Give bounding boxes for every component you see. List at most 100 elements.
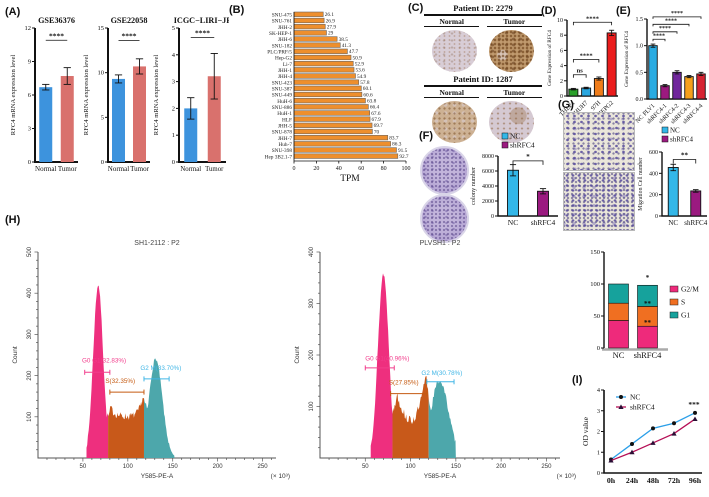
svg-text:0: 0 (560, 94, 563, 100)
svg-text:24h: 24h (626, 476, 639, 485)
svg-text:48h: 48h (647, 476, 660, 485)
svg-text:38.5: 38.5 (339, 37, 349, 43)
svg-text:70: 70 (374, 129, 380, 135)
svg-text:JHH-2: JHH-2 (278, 25, 292, 31)
svg-text:0.0: 0.0 (636, 97, 644, 103)
svg-text:500: 500 (27, 246, 33, 257)
svg-text:JHH-5: JHH-5 (278, 123, 292, 129)
svg-text:150: 150 (590, 249, 600, 256)
svg-text:50: 50 (362, 464, 369, 470)
svg-text:****: **** (122, 32, 137, 41)
svg-text:**: ** (681, 151, 689, 159)
svg-text:G1: G1 (681, 311, 690, 320)
svg-text:100: 100 (402, 166, 411, 172)
svg-text:TPM: TPM (340, 174, 360, 184)
svg-text:Count: Count (12, 346, 19, 364)
patient-2279-columns: Normal Tumor (424, 17, 542, 27)
svg-text:0: 0 (597, 470, 600, 477)
patient-1287-images (426, 101, 540, 143)
svg-text:52.9: 52.9 (355, 62, 365, 68)
svg-text:*: * (646, 274, 650, 282)
chart-od-growth-curve: 0 1 2 3 4 0h 24h 48h 72h 96h NC shRFC4 *** OD value (581, 378, 709, 497)
svg-text:JHH-6: JHH-6 (278, 37, 292, 43)
svg-text:HuH-1: HuH-1 (277, 111, 292, 117)
svg-text:50: 50 (594, 313, 601, 320)
svg-text:G2 M(33.70%): G2 M(33.70%) (140, 365, 181, 372)
svg-text:2: 2 (560, 79, 563, 85)
column-label-tumor: Tumor (486, 17, 542, 27)
svg-text:200: 200 (27, 370, 33, 381)
svg-text:Tumor: Tumor (130, 165, 149, 173)
svg-text:67.9: 67.9 (372, 117, 382, 123)
svg-text:250: 250 (258, 464, 269, 470)
svg-text:50: 50 (80, 464, 87, 470)
svg-text:shRFC4: shRFC4 (684, 219, 707, 227)
svg-text:SK-HEP-1: SK-HEP-1 (269, 31, 292, 37)
svg-text:67.6: 67.6 (371, 111, 381, 117)
flow-histogram-sh1-2112: SH1-2112 : P2 50 100 150 200 250 100 200 300 400 5… (10, 236, 292, 497)
svg-text:GSE36376: GSE36376 (38, 16, 75, 25)
svg-text:400: 400 (309, 246, 315, 257)
svg-text:SNU-878: SNU-878 (272, 130, 293, 136)
svg-text:NC: NC (668, 219, 678, 227)
svg-text:400: 400 (27, 288, 33, 299)
svg-text:ns: ns (577, 68, 584, 75)
svg-text:53.6: 53.6 (356, 68, 366, 74)
svg-text:Tumor: Tumor (205, 166, 224, 173)
svg-text:3: 3 (597, 408, 600, 415)
svg-text:300: 300 (309, 298, 315, 309)
svg-text:NC: NC (630, 393, 640, 402)
svg-text:26.1: 26.1 (325, 12, 335, 18)
svg-text:100: 100 (590, 281, 600, 288)
svg-text:6: 6 (560, 48, 563, 54)
chart-cell-line-tpm: SNU-475 26.1 SNU-761 26.9 JHH-2 27.9 SK-HEP-1 2… (238, 8, 420, 191)
svg-text:200: 200 (213, 464, 224, 470)
svg-text:S(27.85%): S(27.85%) (389, 379, 419, 386)
svg-text:4: 4 (172, 52, 176, 59)
svg-text:colony number: colony number (470, 166, 477, 205)
svg-text:*: * (526, 153, 530, 161)
svg-text:****: **** (49, 31, 64, 40)
svg-text:shRFC4: shRFC4 (670, 136, 693, 144)
svg-text:86.3: 86.3 (392, 142, 402, 148)
svg-text:3: 3 (172, 79, 175, 86)
svg-text:****: **** (659, 26, 671, 32)
svg-text:RFC4 mRNA expression level: RFC4 mRNA expression level (83, 55, 90, 136)
svg-text:(× 10³): (× 10³) (557, 473, 576, 480)
svg-text:91.5: 91.5 (398, 148, 408, 154)
svg-text:1.0: 1.0 (636, 44, 644, 50)
svg-text:0: 0 (491, 214, 494, 220)
colony-dish-nc-image (420, 146, 469, 195)
chart-gse36376: 0 3 6 9 12 Normal Tumor GSE36376 RFC4 mRNA expre… (8, 12, 81, 199)
chart-rfc4-cell-lines: 0 2 4 6 8 10 THLE1 HUH7 97H HEPG2 Gene Expression … (546, 12, 620, 137)
svg-text:150: 150 (168, 464, 179, 470)
svg-text:15: 15 (98, 25, 105, 32)
svg-text:Tumor: Tumor (58, 165, 77, 173)
svg-text:200: 200 (649, 193, 658, 199)
svg-text:600: 600 (649, 150, 658, 156)
svg-text:27.9: 27.9 (327, 25, 337, 31)
svg-text:Hep-G2: Hep-G2 (275, 56, 292, 62)
svg-text:Normal: Normal (108, 165, 129, 173)
svg-text:JHH-7: JHH-7 (278, 136, 292, 142)
svg-text:Y585-PE-A: Y585-PE-A (141, 473, 174, 480)
flow-histogram-plvsh1: PLVSH1 : P2 50 100 150 200 250 100 200 300 400 Cou… (292, 236, 578, 497)
svg-text:NC: NC (508, 218, 518, 227)
panel-a-label: (A) (5, 6, 21, 18)
svg-text:100: 100 (406, 464, 417, 470)
svg-text:shRFC4: shRFC4 (510, 141, 535, 150)
svg-text:2: 2 (597, 429, 600, 436)
svg-text:shRFC4: shRFC4 (634, 350, 663, 360)
svg-text:10: 10 (98, 70, 105, 77)
svg-text:1: 1 (172, 132, 175, 139)
svg-text:100: 100 (309, 401, 315, 412)
svg-text:0: 0 (172, 159, 175, 166)
svg-text:SNU-387: SNU-387 (272, 86, 293, 92)
svg-text:SNU-423: SNU-423 (272, 80, 293, 86)
svg-text:Gene Expression of RFC4: Gene Expression of RFC4 (546, 30, 553, 86)
svg-text:100: 100 (123, 464, 134, 470)
svg-text:**: ** (644, 300, 652, 308)
svg-text:S: S (681, 298, 685, 307)
patient-2279-images (426, 30, 540, 72)
